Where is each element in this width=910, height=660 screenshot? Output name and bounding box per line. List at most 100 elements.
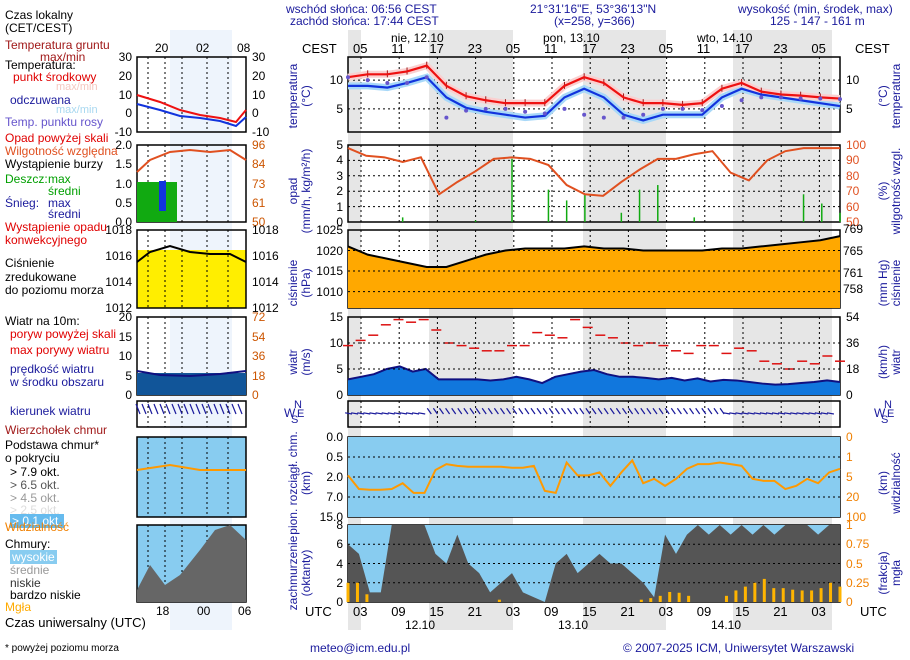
kmh-tick-3: 0 xyxy=(846,388,853,402)
wind-dir-arrow-20 xyxy=(469,407,475,415)
legend-okt-45: > 4.5 okt. xyxy=(10,491,60,505)
wind-dir-arrow-17 xyxy=(451,407,457,415)
fog-axis-label-right: (frakcja) mgła xyxy=(876,551,903,595)
day-label-top-0: nie, 12.10 xyxy=(391,31,444,45)
vis-tick-4: 0 xyxy=(846,430,853,444)
mini-wind-tick-4: 0 xyxy=(125,388,132,402)
legend-ground-temp: Temperatura gruntu xyxy=(5,38,110,52)
legend-wind10: Wiatr na 10m: xyxy=(5,314,80,328)
legend-pressure-2: zredukowane xyxy=(5,270,77,284)
dewpoint-point-9 xyxy=(523,109,528,114)
hour-top-11: 23 xyxy=(773,41,788,56)
wind-dir-arrow-79 xyxy=(826,412,835,415)
precip-tick-2: 3 xyxy=(336,168,343,183)
dewpoint-point-23 xyxy=(798,96,803,101)
mini-wind-arrow-17 xyxy=(237,403,243,415)
wind-dir-arrow-18 xyxy=(457,407,463,415)
fog-bar-41 xyxy=(734,590,738,602)
temp-line xyxy=(347,64,841,106)
legend-pressure-3: do poziomu morza xyxy=(5,283,104,297)
pressure-tick-0: 1025 xyxy=(316,223,343,237)
mini-temp-tick-0: 30 xyxy=(118,50,132,64)
cloudbase-tick-3: 0.5 xyxy=(326,450,343,464)
fog-bar-33 xyxy=(658,595,662,602)
mini-temp-tick-right-0: 30 xyxy=(252,50,266,64)
fog-bar-46 xyxy=(781,588,785,602)
wind-tick-1: 10 xyxy=(329,336,343,350)
hour-top-3: 23 xyxy=(467,41,483,56)
wind-dir-arrow-24 xyxy=(493,407,499,415)
compass-n: N xyxy=(294,399,302,411)
mini-precip-tick-3: 0.5 xyxy=(115,195,132,210)
wind-dir-arrow-75 xyxy=(802,412,810,415)
wind-dir-arrow-0 xyxy=(345,412,353,415)
wind-dir-arrow-34 xyxy=(554,407,560,415)
footer-email[interactable]: meteo@icm.edu.pl xyxy=(310,641,411,655)
dewpoint-point-19 xyxy=(719,104,724,109)
mini-wind-tick-3: 5 xyxy=(125,368,132,383)
legend-rain-avg: średni xyxy=(48,184,81,198)
wind-dir-arrow-77 xyxy=(814,412,822,415)
fog-tick-0: 1 xyxy=(846,518,853,532)
mini-wind-arrow-9 xyxy=(189,403,195,415)
hour-top-7: 23 xyxy=(620,41,635,56)
fog-tick-4: 0 xyxy=(846,595,853,609)
mmhg-tick-3: 758 xyxy=(843,282,864,297)
dewpoint-point-10 xyxy=(542,111,547,116)
mini-temp-tick-4: -10 xyxy=(114,125,132,139)
mini-wind-arrow-11 xyxy=(201,403,207,415)
compass-s-right: S xyxy=(881,414,889,426)
legend-gust-over: poryw powyżej skali xyxy=(10,327,117,341)
fog-bar-40 xyxy=(724,595,728,602)
wind-dir-arrow-10 xyxy=(406,412,414,415)
legend-fog: Mgła xyxy=(5,600,32,614)
visibility-line xyxy=(347,458,841,495)
wind-dir-arrow-37 xyxy=(573,407,579,415)
legend-local-time: Czas lokalny xyxy=(5,8,74,22)
mini-wind-tick-1: 15 xyxy=(118,329,132,344)
mini-wind-arrow-15 xyxy=(225,403,231,415)
legend-maxmin-2: max/min xyxy=(56,104,98,116)
mini-pressure-line xyxy=(136,244,247,263)
mini-pressure-tick-right-0: 1018 xyxy=(252,223,279,237)
wind-dir-arrow-3 xyxy=(363,412,371,415)
pressure-area xyxy=(348,236,840,308)
wind-dir-arrow-71 xyxy=(778,412,786,415)
legend-okt-79: > 7.9 okt. xyxy=(10,465,60,479)
dewpoint-point-16 xyxy=(660,106,665,111)
mini-pressure-tick-2: 1014 xyxy=(105,275,132,289)
mini-snow-bar xyxy=(159,181,166,211)
mini-precip-tick-right-3: 61 xyxy=(252,195,266,210)
wind-dir-arrow-45 xyxy=(621,407,627,415)
precip-axis-label: opad (mm/h, kg/m²/h) xyxy=(286,148,313,234)
cloudcover-tick-2: 4 xyxy=(336,556,343,571)
mini-precip-tick-right-2: 73 xyxy=(252,176,266,191)
legend-cloud-top: Wierzchołek chmur xyxy=(5,423,108,437)
mini-wind-arrow-5 xyxy=(165,403,171,415)
rh-tick-2: 80 xyxy=(846,168,860,183)
wind-dir-arrow-68 xyxy=(759,412,767,415)
compass-w: W xyxy=(284,406,296,420)
wind-dir-arrow-21 xyxy=(475,407,481,415)
mini-temp-tick-right-2: 10 xyxy=(252,87,266,102)
wind-dir-arrow-5 xyxy=(375,412,383,415)
mmhg-tick-0: 769 xyxy=(843,222,864,237)
wind-dir-arrow-38 xyxy=(579,407,585,415)
wind-dir-arrow-74 xyxy=(796,412,804,415)
mini-wind-tick-right-4: 0 xyxy=(252,388,259,402)
sunrise: wschód słońca: 06:56 CEST xyxy=(286,2,437,16)
wind-dir-arrow-22 xyxy=(481,407,487,415)
fog-bar-43 xyxy=(753,582,757,602)
mini-wind-arrow-14 xyxy=(219,403,225,415)
wind-axis-label: wiatr (m/s) xyxy=(286,348,313,376)
mini-wind-arrow-3 xyxy=(153,403,159,415)
wind-speed-line xyxy=(347,365,841,386)
wind-dir-arrow-1 xyxy=(351,412,359,415)
hour-bottom-7: 21 xyxy=(620,604,635,619)
mini-humidity-line xyxy=(136,148,247,173)
rh-tick-0: 100 xyxy=(846,138,867,152)
wind-dir-arrow-46 xyxy=(628,407,634,415)
felt-temp-line xyxy=(348,75,841,122)
humidity-line xyxy=(347,147,840,197)
